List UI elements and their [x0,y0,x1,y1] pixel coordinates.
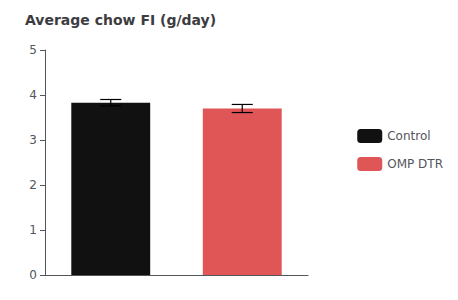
svg-text:OMP DTR: OMP DTR [387,157,443,171]
svg-text:5: 5 [29,43,37,57]
svg-text:Control: Control [387,129,430,143]
svg-text:4: 4 [29,88,37,102]
svg-text:3: 3 [29,133,37,147]
svg-text:0: 0 [29,268,37,282]
svg-text:1: 1 [29,223,37,237]
svg-text:2: 2 [29,178,37,192]
svg-text:Average chow FI (g/day): Average chow FI (g/day) [25,12,216,28]
